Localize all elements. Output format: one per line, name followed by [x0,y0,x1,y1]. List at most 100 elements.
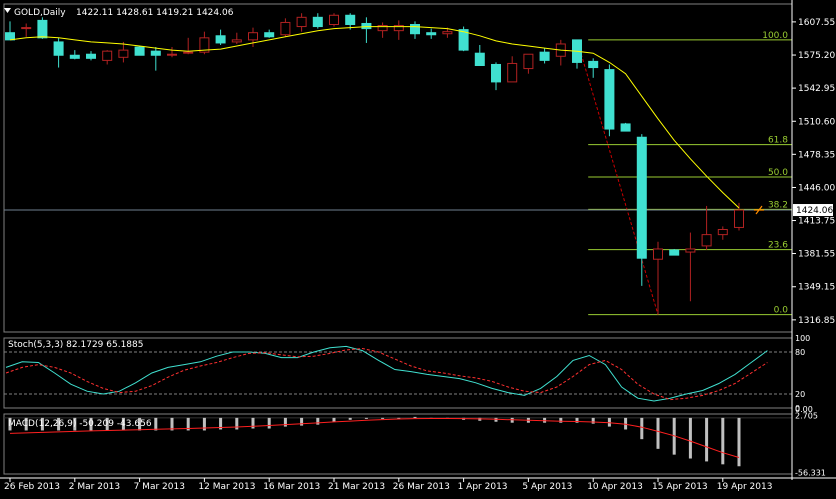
candle-body [491,63,501,83]
stochastic-tick-label: 100 [795,334,810,343]
stochastic-tick-label: 80 [795,348,805,357]
candle-body [636,136,647,259]
candle-body [69,54,80,59]
macd-histogram-bar [186,417,190,431]
candle-body [231,39,242,43]
macd-label: MACD(12,26,9) -50.209 -43.656 [8,419,152,429]
time-tick-label: 19 Apr 2013 [717,482,773,492]
candle-body [410,24,420,35]
macd-histogram-bar [105,417,109,431]
candle [555,39,566,66]
candle-body [118,49,129,58]
macd-histogram-bar [202,417,206,431]
candle [150,47,161,71]
candle [539,48,550,64]
candle [604,64,615,137]
candle-body [280,21,291,36]
candle-body [523,53,534,70]
candle [280,18,291,37]
time-axis: 26 Feb 2013 2 Mar 2013 7 Mar 2013 12 Mar 20… [0,477,836,492]
candle [167,47,177,58]
candle-body [345,14,356,25]
candle [734,202,744,231]
candle [669,248,680,256]
price-tick-label: 1607.55 [798,18,835,28]
macd-histogram-bar [624,417,628,430]
macd-histogram-bar [413,416,417,418]
candle [442,27,453,38]
macd-histogram-bar [364,417,368,419]
macd-histogram-bar [575,417,579,423]
candle [86,51,96,61]
price-tick-label: 1478.35 [798,150,835,160]
time-tick-label: 21 Mar 2013 [328,482,385,492]
candle [685,232,696,302]
macd-histogram-bar [73,417,77,431]
price-panel[interactable]: 100.0 61.8 50.0 38.2 23.6 0.0 1424.06 [3,3,833,333]
macd-histogram-bar [607,417,611,427]
moving-average-line [9,26,740,209]
candle [134,46,145,56]
price-tick-label: 1316.85 [798,316,835,326]
macd-histogram-bar [381,417,385,419]
candle-body [329,14,339,25]
candle-body [102,50,113,61]
candle [361,17,372,43]
ohlc-label: 1422.11 1428.61 1419.21 1424.06 [76,8,234,18]
candle-body [393,25,404,32]
candle [491,62,501,91]
candle [701,205,712,250]
candle-body [199,37,210,53]
macd-histogram-bar [121,417,125,431]
candle-body [620,123,631,132]
macd-histogram-bar [348,417,352,420]
candle [248,27,258,48]
macd-histogram-bar [705,417,709,462]
macd-histogram-bar [251,417,255,429]
current-price-box [793,204,833,217]
candle [653,241,663,315]
candle [426,28,437,39]
candle [118,41,129,63]
macd-histogram-bar [640,417,644,440]
candle [215,29,226,45]
stochastic-label: Stoch(5,3,3) 82.1729 65.1885 [8,340,143,350]
stochastic-signal-line [5,347,768,401]
time-tick-label: 26 Mar 2013 [393,482,450,492]
macd-histogram-bar [494,417,498,422]
candle [53,37,64,68]
candle [507,56,518,83]
macd-histogram-bar [283,417,287,427]
candle [37,17,48,39]
candle-body [539,51,550,61]
candle [345,13,356,30]
candle-body [361,22,372,30]
candle-body [5,32,15,41]
time-tick-label: 26 Feb 2013 [4,482,60,492]
candle [717,226,728,240]
candle-body [653,248,663,260]
price-tick-label: 1446.00 [798,183,835,193]
time-tick-label: 15 Apr 2013 [652,482,708,492]
time-tick-label: 16 Mar 2013 [263,482,320,492]
fib-level-label: 23.6 [768,241,788,251]
candle [69,50,80,60]
zigzag-line [576,39,659,315]
price-tick-label: 1381.55 [798,250,835,260]
menu-triangle-icon [4,8,11,13]
macd-histogram-bar [89,417,93,431]
candle [474,45,485,67]
candle [5,21,15,41]
candle-body [507,62,518,83]
macd-histogram-bar [656,417,660,449]
macd-histogram-bar [688,417,692,459]
stochastic-tick-label: 0 [795,404,800,413]
stochastic-main-line [5,345,768,402]
time-tick-label: 5 Apr 2013 [522,482,572,492]
macd-histogram-bar [40,417,44,431]
candle-body [134,46,145,56]
macd-histogram-bar [267,417,271,429]
candle-body [248,32,258,41]
macd-histogram-bar [543,417,547,423]
